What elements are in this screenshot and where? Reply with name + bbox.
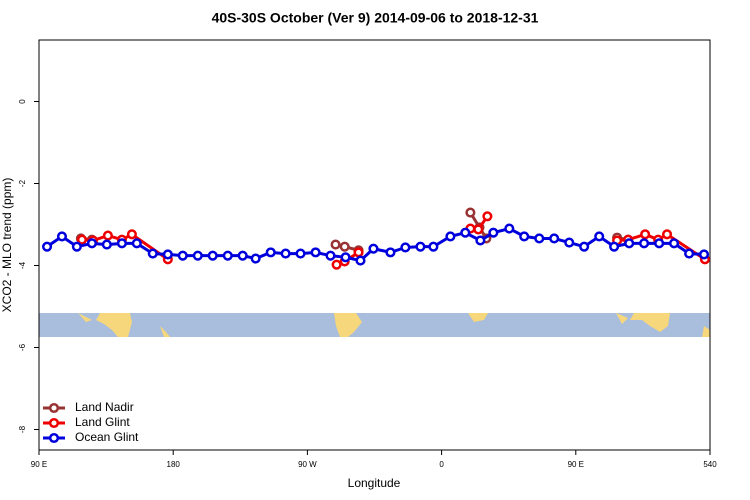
point	[310, 247, 321, 258]
y-axis-label: XCO2 - MLO trend (ppm)	[0, 178, 14, 313]
point	[222, 250, 233, 261]
point	[101, 239, 112, 250]
point	[339, 241, 350, 252]
point	[504, 223, 515, 234]
point	[639, 238, 650, 249]
point	[162, 249, 173, 260]
point	[534, 233, 545, 244]
point	[265, 247, 276, 258]
point	[192, 250, 203, 261]
point	[519, 231, 530, 242]
point	[71, 241, 82, 252]
legend-marker	[48, 402, 60, 414]
point	[207, 250, 218, 261]
y-tick-label: -4	[18, 261, 27, 269]
legend-label: Land Nadir	[75, 400, 134, 414]
point	[368, 243, 379, 254]
point	[86, 238, 97, 249]
point	[488, 227, 499, 238]
point	[624, 238, 635, 249]
x-tick-label: 180	[167, 460, 181, 469]
point	[662, 229, 673, 240]
y-tick-label: -8	[18, 425, 27, 433]
point	[684, 248, 695, 259]
point	[460, 227, 471, 238]
point	[640, 229, 651, 240]
point	[116, 238, 127, 249]
point	[445, 231, 456, 242]
map-strip	[39, 313, 710, 337]
point	[594, 231, 605, 242]
legend-marker	[48, 432, 60, 444]
point	[482, 211, 493, 222]
legend-label: Ocean Glint	[75, 430, 139, 444]
y-tick-label: -6	[18, 343, 27, 351]
point	[126, 229, 137, 240]
point	[385, 247, 396, 258]
y-tick-label: 0	[18, 99, 27, 104]
point	[250, 253, 261, 264]
point	[579, 241, 590, 252]
point	[131, 238, 142, 249]
point	[400, 242, 411, 253]
point	[102, 230, 113, 241]
point	[325, 250, 336, 261]
x-tick-label: 90 E	[568, 460, 584, 469]
y-tick-label: -2	[18, 179, 27, 187]
point	[698, 249, 710, 260]
x-tick-label: 0	[439, 460, 444, 469]
chart-title: 40S-30S October (Ver 9) 2014-09-06 to 20…	[212, 10, 539, 26]
x-tick-label: 90 E	[31, 460, 47, 469]
point	[428, 241, 439, 252]
point	[353, 247, 364, 258]
point	[473, 224, 484, 235]
point	[465, 207, 476, 218]
point	[295, 248, 306, 259]
point	[56, 231, 68, 242]
point	[237, 250, 248, 261]
point	[147, 248, 158, 259]
point	[415, 241, 426, 252]
point	[330, 239, 341, 250]
point	[654, 238, 665, 249]
point	[549, 233, 560, 244]
point	[564, 237, 575, 248]
point	[280, 248, 291, 259]
point	[669, 238, 680, 249]
point	[340, 252, 351, 263]
x-axis-label: Longitude	[348, 476, 401, 490]
x-tick-label: 540	[703, 460, 717, 469]
x-tick-label: 90 W	[298, 460, 317, 469]
point	[76, 234, 87, 245]
legend-label: Land Glint	[75, 415, 130, 429]
plot-frame	[38, 39, 711, 451]
point	[475, 235, 486, 246]
legend-marker	[48, 417, 60, 429]
point	[331, 259, 342, 270]
point	[609, 241, 620, 252]
point	[177, 250, 188, 261]
point	[42, 241, 53, 252]
point	[355, 255, 366, 266]
